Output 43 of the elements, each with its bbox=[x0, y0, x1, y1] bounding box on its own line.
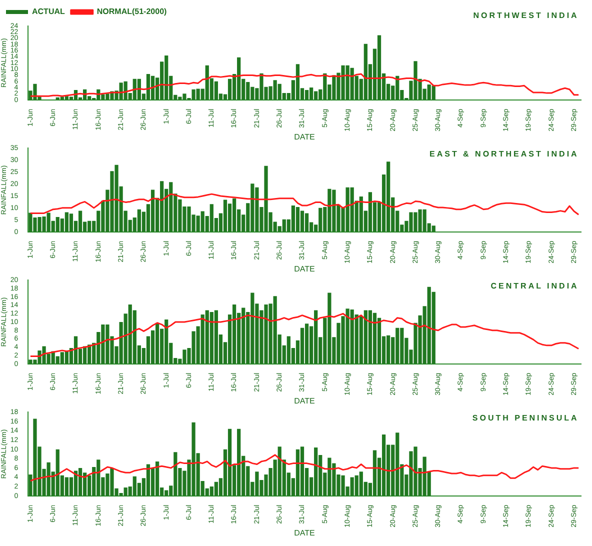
bar bbox=[228, 428, 232, 496]
bar bbox=[309, 88, 314, 100]
bar bbox=[155, 461, 160, 496]
legend-label: NORMAL(51-2000) bbox=[96, 7, 168, 16]
bar bbox=[372, 450, 377, 496]
chart-title: EAST & NORTHEAST INDIA bbox=[429, 149, 579, 158]
bar bbox=[232, 304, 236, 364]
bar bbox=[304, 213, 309, 232]
legend-label: ACTUAL bbox=[32, 7, 65, 16]
bar bbox=[74, 336, 78, 364]
bar bbox=[296, 64, 300, 100]
bar bbox=[296, 206, 300, 232]
bar bbox=[377, 35, 382, 100]
bar bbox=[223, 200, 228, 232]
x-axis-title: DATE bbox=[294, 528, 315, 538]
bar bbox=[78, 468, 82, 496]
bar bbox=[372, 312, 377, 364]
bar bbox=[368, 310, 372, 364]
bar bbox=[300, 446, 304, 496]
chart-title: NORTHWEST INDIA bbox=[473, 11, 579, 20]
x-axis-title: DATE bbox=[294, 264, 315, 274]
bar bbox=[74, 470, 78, 496]
bar bbox=[432, 226, 436, 232]
bar bbox=[368, 192, 372, 232]
bar bbox=[64, 477, 69, 496]
bar bbox=[155, 322, 160, 364]
bar bbox=[432, 86, 436, 100]
bar bbox=[382, 434, 386, 496]
bar bbox=[64, 212, 69, 232]
bar bbox=[78, 210, 82, 232]
bar bbox=[69, 214, 74, 232]
chart-title: SOUTH PENINSULA bbox=[472, 413, 579, 422]
x-axis-title: DATE bbox=[294, 132, 315, 142]
bar bbox=[232, 198, 236, 232]
bar bbox=[304, 324, 309, 364]
bar bbox=[300, 210, 304, 232]
chart-title: CENTRAL INDIA bbox=[490, 281, 579, 290]
bar bbox=[150, 190, 155, 232]
bar bbox=[304, 90, 309, 100]
bar bbox=[300, 328, 304, 364]
x-axis-title: DATE bbox=[294, 396, 315, 406]
bar bbox=[296, 449, 300, 496]
bar bbox=[146, 464, 150, 496]
